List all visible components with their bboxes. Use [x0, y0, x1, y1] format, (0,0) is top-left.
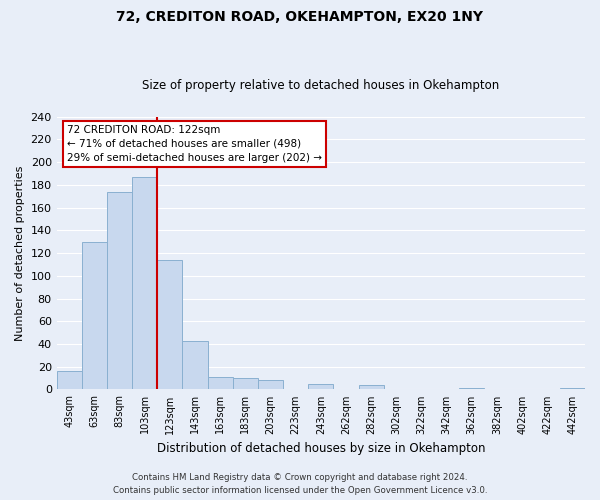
Bar — [82, 242, 107, 390]
Bar — [208, 377, 233, 390]
Title: Size of property relative to detached houses in Okehampton: Size of property relative to detached ho… — [142, 79, 499, 92]
X-axis label: Distribution of detached houses by size in Okehampton: Distribution of detached houses by size … — [157, 442, 485, 455]
Text: Contains HM Land Registry data © Crown copyright and database right 2024.
Contai: Contains HM Land Registry data © Crown c… — [113, 474, 487, 495]
Bar — [56, 372, 82, 390]
Bar — [107, 192, 132, 390]
Text: 72 CREDITON ROAD: 122sqm
← 71% of detached houses are smaller (498)
29% of semi-: 72 CREDITON ROAD: 122sqm ← 71% of detach… — [67, 125, 322, 163]
Bar — [233, 378, 258, 390]
Bar — [182, 340, 208, 390]
Bar — [359, 385, 384, 390]
Y-axis label: Number of detached properties: Number of detached properties — [15, 166, 25, 341]
Bar — [258, 380, 283, 390]
Bar — [560, 388, 585, 390]
Bar — [132, 177, 157, 390]
Bar — [459, 388, 484, 390]
Bar — [308, 384, 334, 390]
Bar — [157, 260, 182, 390]
Text: 72, CREDITON ROAD, OKEHAMPTON, EX20 1NY: 72, CREDITON ROAD, OKEHAMPTON, EX20 1NY — [116, 10, 484, 24]
